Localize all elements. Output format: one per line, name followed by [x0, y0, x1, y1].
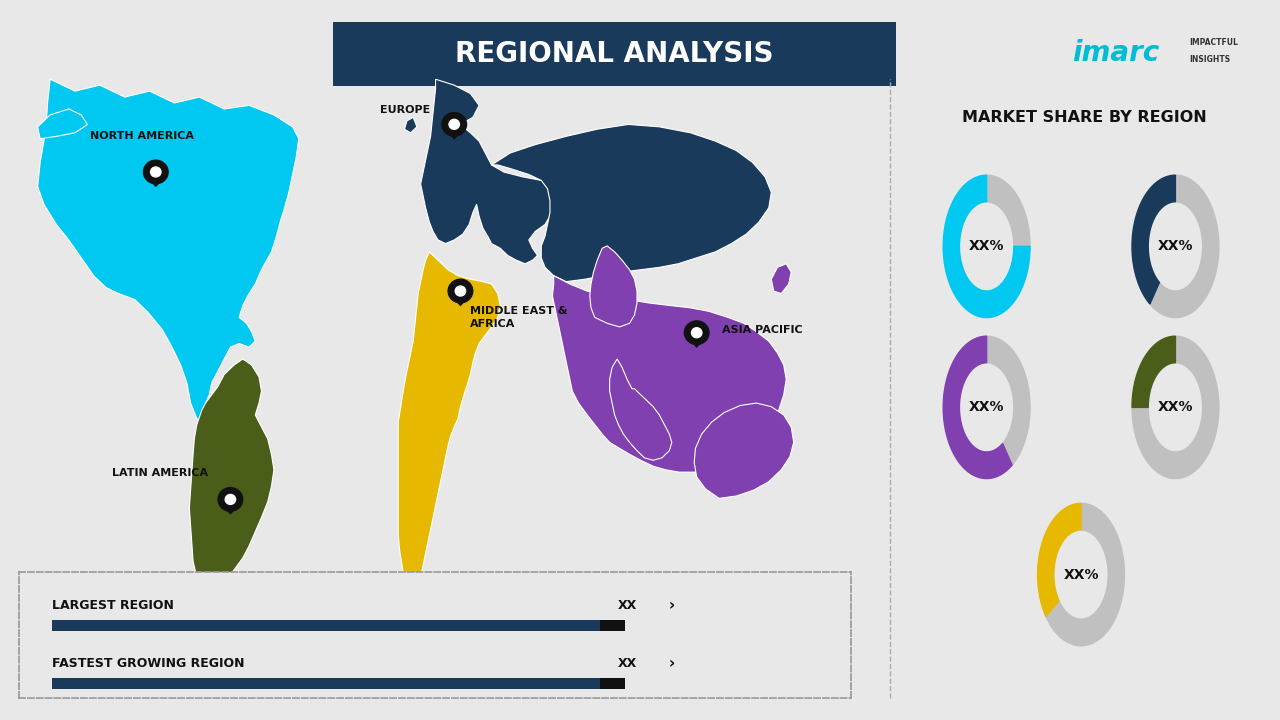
- Polygon shape: [772, 264, 791, 294]
- Polygon shape: [37, 109, 87, 139]
- Polygon shape: [609, 359, 672, 460]
- Circle shape: [456, 286, 466, 296]
- Text: IMPACTFUL: IMPACTFUL: [1189, 38, 1238, 47]
- Polygon shape: [590, 246, 637, 327]
- FancyBboxPatch shape: [52, 620, 602, 631]
- FancyBboxPatch shape: [52, 678, 602, 689]
- Text: EUROPE: EUROPE: [380, 105, 430, 115]
- Polygon shape: [1132, 336, 1219, 479]
- Polygon shape: [553, 276, 786, 472]
- FancyBboxPatch shape: [600, 620, 625, 631]
- Polygon shape: [448, 291, 472, 305]
- Polygon shape: [189, 359, 274, 593]
- Polygon shape: [694, 403, 794, 498]
- FancyBboxPatch shape: [600, 678, 625, 689]
- Circle shape: [448, 279, 472, 303]
- Polygon shape: [1132, 175, 1175, 304]
- Text: ›: ›: [668, 656, 675, 670]
- Text: MIDDLE EAST &
AFRICA: MIDDLE EAST & AFRICA: [470, 306, 568, 329]
- Text: XX: XX: [618, 598, 637, 612]
- Text: XX%: XX%: [1157, 400, 1193, 415]
- Polygon shape: [1132, 336, 1175, 408]
- Text: XX%: XX%: [969, 239, 1005, 253]
- Circle shape: [691, 328, 701, 338]
- Polygon shape: [1046, 503, 1124, 646]
- Circle shape: [151, 167, 161, 177]
- Polygon shape: [143, 172, 168, 186]
- Polygon shape: [37, 79, 298, 427]
- Circle shape: [218, 487, 243, 511]
- Circle shape: [225, 495, 236, 505]
- Polygon shape: [987, 175, 1030, 246]
- Text: MARKET SHARE BY REGION: MARKET SHARE BY REGION: [963, 110, 1207, 125]
- Text: ›: ›: [668, 598, 675, 613]
- Text: XX%: XX%: [1157, 239, 1193, 253]
- Text: XX%: XX%: [969, 400, 1005, 415]
- Text: INSIGHTS: INSIGHTS: [1189, 55, 1230, 63]
- Text: NORTH AMERICA: NORTH AMERICA: [90, 131, 193, 141]
- Circle shape: [143, 160, 168, 184]
- Polygon shape: [943, 336, 1012, 479]
- Circle shape: [442, 112, 466, 136]
- Polygon shape: [421, 79, 566, 264]
- Text: XX%: XX%: [1064, 567, 1098, 582]
- Polygon shape: [442, 125, 466, 139]
- Text: FASTEST GROWING REGION: FASTEST GROWING REGION: [52, 657, 244, 670]
- Polygon shape: [943, 175, 1030, 318]
- Text: LARGEST REGION: LARGEST REGION: [52, 598, 174, 612]
- Polygon shape: [1038, 503, 1082, 616]
- Polygon shape: [685, 333, 709, 347]
- Text: LATIN AMERICA: LATIN AMERICA: [113, 468, 209, 478]
- Polygon shape: [492, 125, 772, 282]
- Polygon shape: [398, 252, 500, 603]
- Polygon shape: [1149, 175, 1219, 318]
- Circle shape: [685, 321, 709, 344]
- Polygon shape: [987, 336, 1030, 465]
- Polygon shape: [404, 117, 417, 132]
- Text: XX: XX: [618, 657, 637, 670]
- Text: REGIONAL ANALYSIS: REGIONAL ANALYSIS: [456, 40, 773, 68]
- Circle shape: [449, 120, 460, 130]
- Text: imarc: imarc: [1073, 39, 1160, 67]
- Polygon shape: [218, 500, 243, 514]
- Text: ASIA PACIFIC: ASIA PACIFIC: [722, 325, 803, 336]
